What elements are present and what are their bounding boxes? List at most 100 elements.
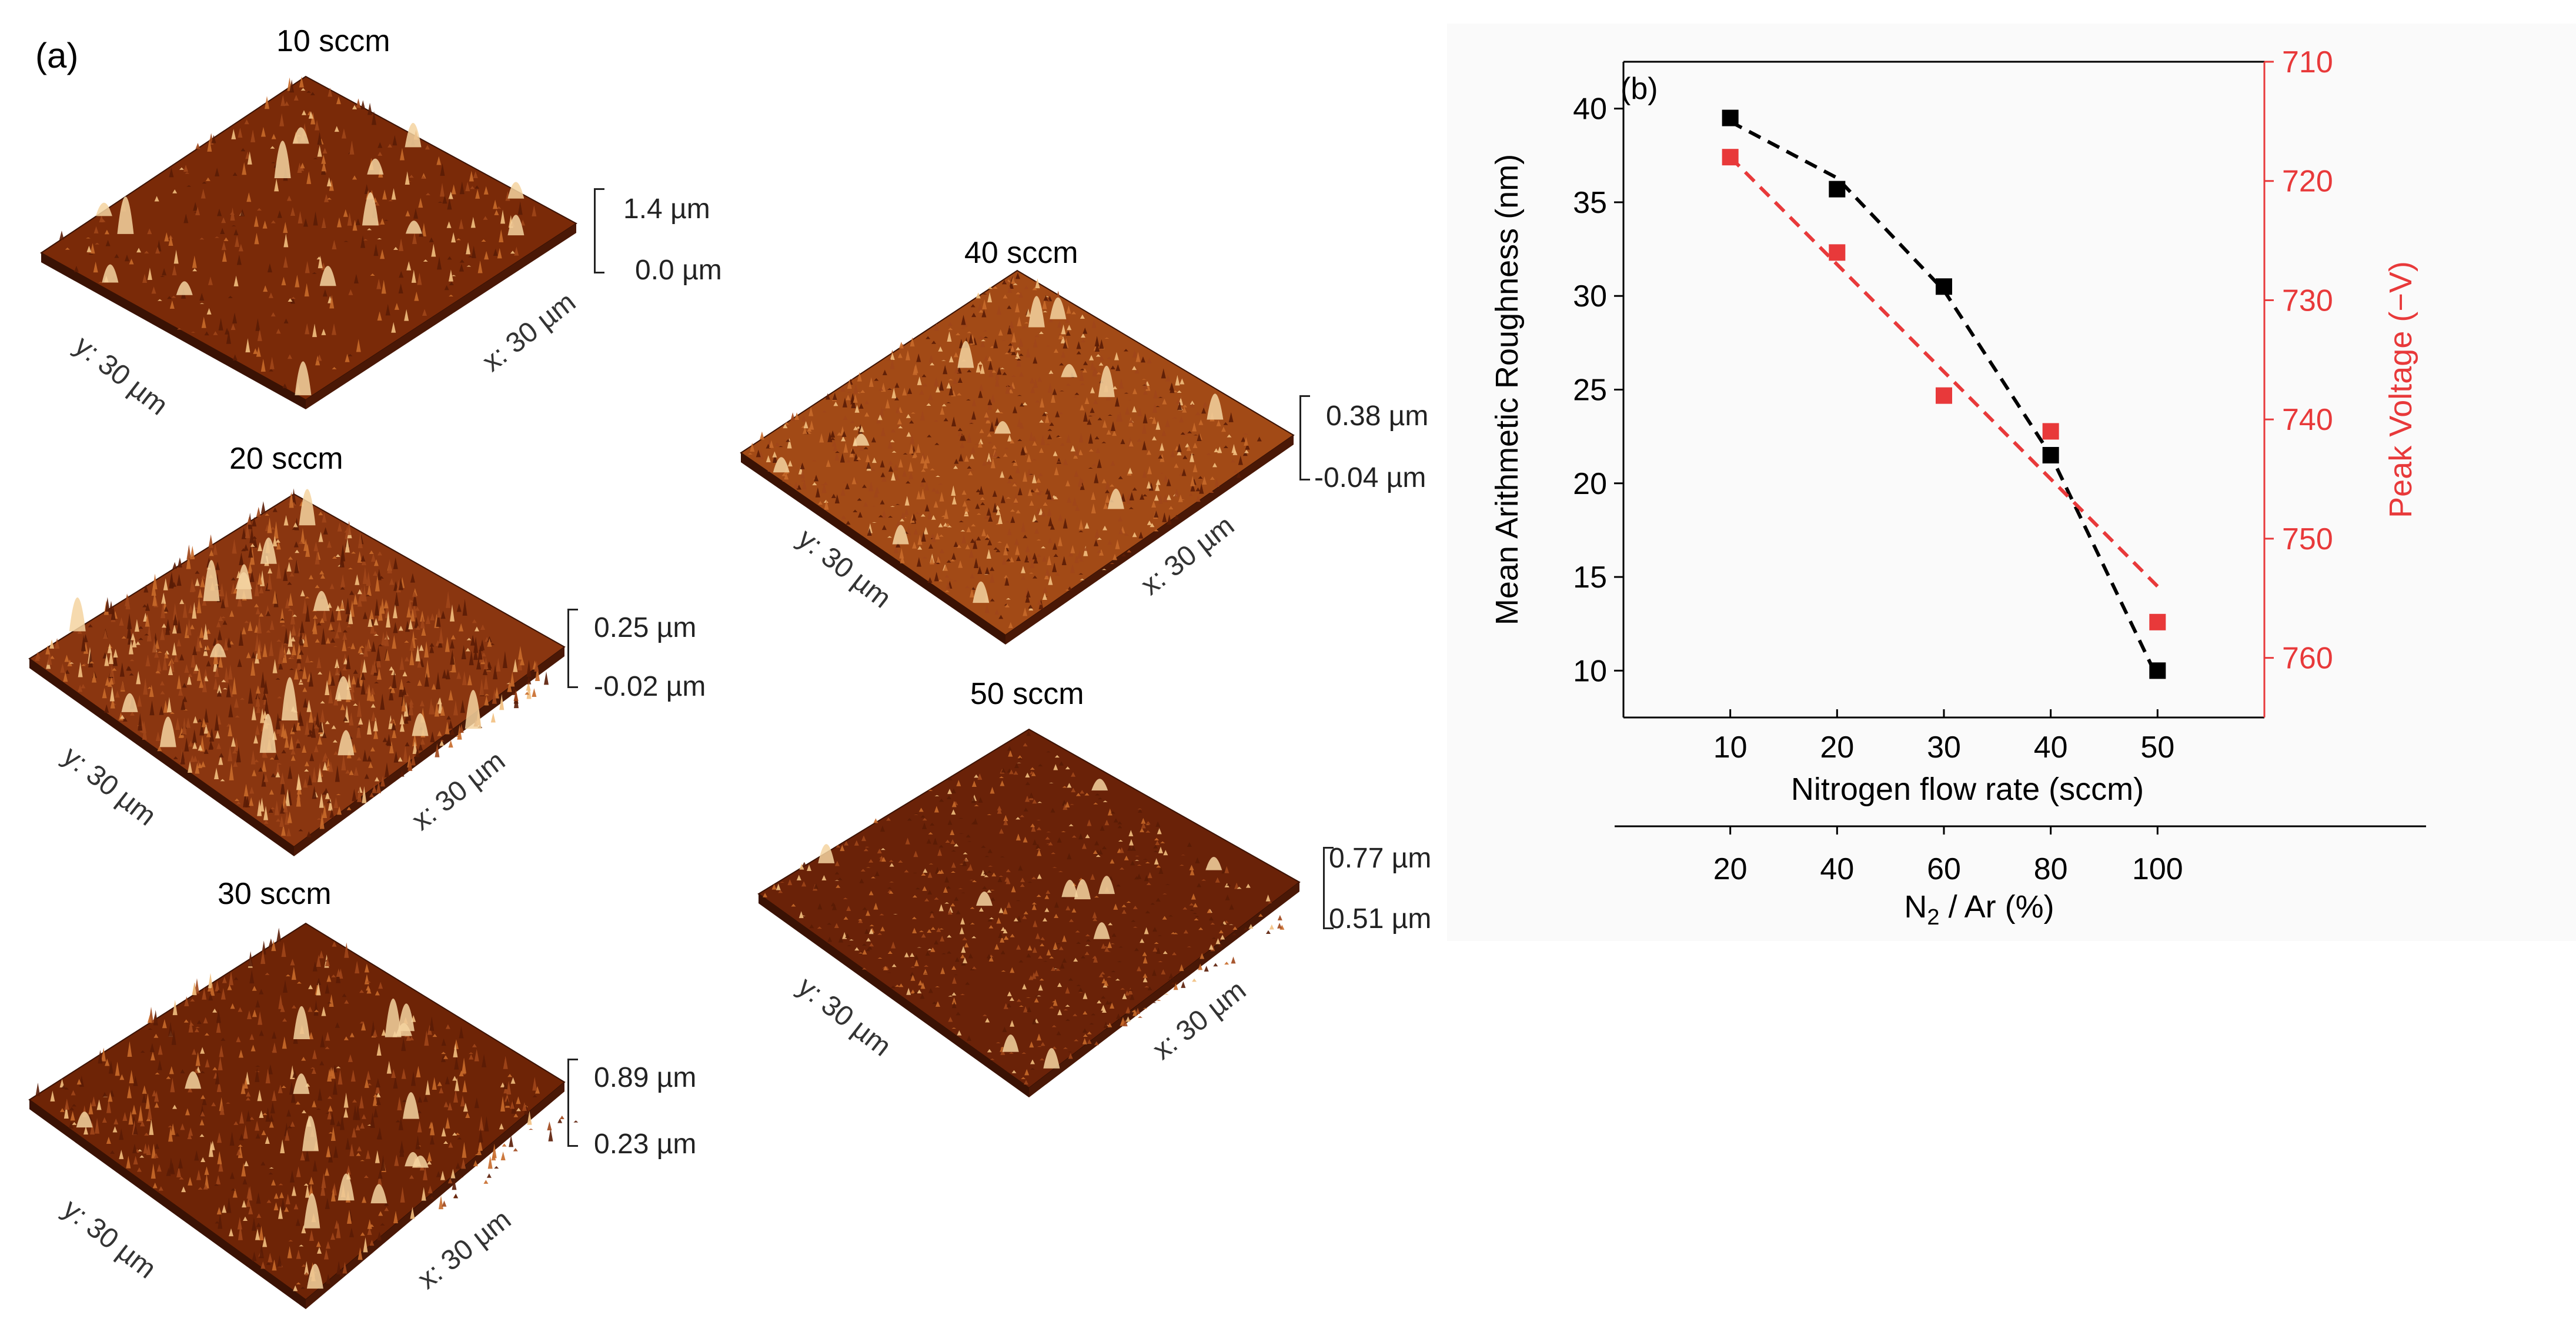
afm-surface-spike [247, 151, 252, 165]
afm-surface-spike [195, 578, 200, 586]
afm-surface-spike [313, 158, 318, 159]
afm-surface-spike [291, 643, 296, 656]
afm-surface-spike [305, 719, 310, 735]
afm-surface-spike [1232, 933, 1237, 936]
afm-surface-spike [1158, 495, 1163, 504]
afm-surface-spike [1168, 506, 1174, 510]
afm-surface-spike [1085, 944, 1090, 946]
afm-surface-spike [922, 822, 927, 829]
afm-surface-peak [818, 844, 835, 863]
afm-surface-spike [874, 378, 879, 381]
afm-surface-spike [348, 289, 353, 295]
afm-surface-spike [1011, 375, 1016, 377]
afm-surface-spike [1150, 523, 1155, 528]
afm-surface-spike [1008, 280, 1014, 289]
afm-surface-spike [1194, 916, 1200, 917]
afm-surface-spike [935, 386, 941, 393]
afm-surface-spike [462, 1080, 467, 1093]
afm-surface-spike [359, 652, 364, 655]
afm-surface-spike [193, 1068, 199, 1074]
afm-surface-spike [197, 718, 202, 722]
afm-surface-spike [1004, 280, 1010, 283]
afm-surface-spike [998, 907, 1004, 913]
afm-surface-spike [449, 670, 454, 672]
afm-surface-spike [121, 636, 126, 639]
afm-surface-spike [125, 595, 131, 610]
afm-surface-spike [219, 1103, 225, 1115]
afm-surface-spike [336, 96, 341, 105]
afm-surface-spike [1022, 983, 1027, 990]
afm-surface-spike [1020, 402, 1025, 407]
afm-surface-spike [353, 703, 358, 706]
afm-surface-spike [385, 649, 390, 661]
afm-surface-spike [1113, 818, 1118, 823]
afm-surface-spike [976, 513, 981, 515]
afm-surface-spike [389, 741, 394, 754]
afm-surface-spike [1124, 533, 1129, 536]
afm-surface-spike [259, 1110, 264, 1118]
afm-surface-spike [248, 620, 253, 631]
afm-surface-spike [971, 312, 977, 318]
afm-surface-spike [1010, 933, 1015, 937]
afm-surface-spike [991, 445, 997, 449]
afm-surface-spike [948, 355, 954, 363]
afm-surface-spike [1208, 944, 1214, 950]
afm-surface-spike [913, 992, 918, 994]
afm-surface-spike [1042, 917, 1047, 922]
afm-surface-spike [1007, 305, 1012, 309]
afm-surface-spike [1180, 378, 1185, 385]
afm-surface-spike [992, 490, 997, 497]
afm-surface-spike [963, 852, 968, 855]
afm-surface-peak [338, 730, 355, 756]
afm-surface-spike [510, 1101, 515, 1109]
afm-surface-spike [1071, 908, 1077, 913]
afm-surface-spike [119, 617, 124, 626]
afm-surface-spike [1028, 473, 1034, 475]
afm-surface-spike [288, 630, 293, 647]
afm-surface-spike [887, 440, 893, 449]
afm-surface-spike [133, 1076, 138, 1086]
afm-surface-spike [1029, 771, 1034, 775]
afm-surface-spike [332, 367, 337, 369]
afm-surface-spike [1073, 1013, 1078, 1016]
afm-surface-spike [367, 1219, 372, 1229]
afm-surface-spike [432, 1077, 437, 1090]
afm-surface-spike [409, 649, 415, 666]
afm-surface-spike [1021, 522, 1026, 533]
afm-surface-spike [953, 465, 958, 469]
afm-surface-spike [1010, 439, 1015, 443]
afm-surface-spike [277, 1255, 282, 1267]
afm-surface-spike [239, 1133, 244, 1140]
afm-surface-spike [1025, 308, 1031, 317]
afm-surface-spike [1024, 1080, 1029, 1085]
afm-surface-spike [149, 1119, 154, 1135]
afm-surface-spike [1075, 930, 1080, 933]
afm-surface-spike [517, 653, 523, 670]
afm-surface-spike [231, 225, 236, 226]
afm-surface-spike [1154, 494, 1159, 501]
afm-surface-spike [796, 875, 801, 880]
afm-surface-spike [1190, 452, 1195, 462]
afm-surface-spike [335, 658, 340, 669]
afm-surface-spike [289, 668, 294, 670]
afm-surface-spike [280, 625, 286, 627]
afm-surface-spike [219, 583, 225, 597]
afm-surface-spike [281, 276, 286, 286]
afm-surface-spike [223, 237, 229, 241]
afm-surface-spike [893, 463, 898, 471]
afm-surface-spike [917, 947, 922, 948]
afm-surface-spike [1027, 488, 1033, 496]
afm-surface-spike [298, 211, 303, 223]
afm-surface-spike [1051, 1024, 1057, 1027]
afm-surface-spike [107, 681, 112, 687]
afm-surface-spike [129, 711, 135, 716]
afm-surface-spike [930, 913, 935, 918]
afm-surface-spike [55, 638, 60, 649]
afm-surface-spike [308, 575, 313, 580]
afm-surface-spike [312, 323, 317, 338]
afm-surface-spike [248, 562, 253, 573]
afm-surface-spike [898, 459, 903, 468]
afm-surface-spike [1071, 311, 1077, 315]
afm-surface-spike [1018, 865, 1023, 871]
afm-surface-spike [278, 994, 283, 1009]
